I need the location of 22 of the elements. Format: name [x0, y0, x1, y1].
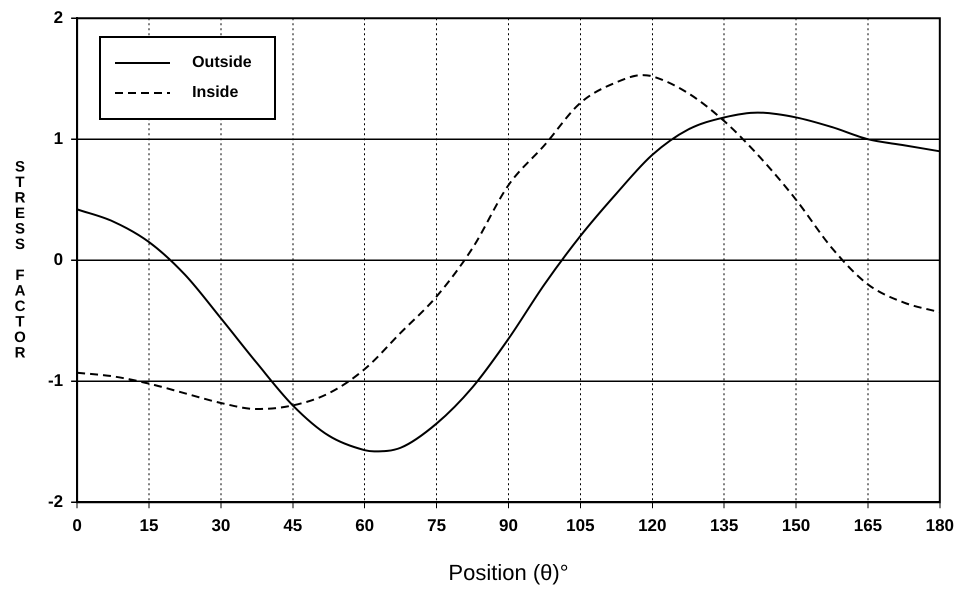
x-tick-label: 0: [72, 516, 82, 536]
x-tick-label: 105: [566, 516, 595, 536]
x-axis-title: Position (θ)°: [448, 560, 569, 585]
x-tick-label: 75: [427, 516, 446, 536]
legend-label: Inside: [192, 83, 238, 104]
x-tick-label: 180: [926, 516, 954, 536]
x-tick-label: 90: [499, 516, 518, 536]
x-tick-label: 60: [355, 516, 374, 536]
y-tick-label: 0: [54, 250, 64, 269]
y-tick-label: -2: [48, 492, 64, 511]
y-tick-label: -1: [48, 370, 64, 390]
x-tick-label: 30: [211, 516, 230, 536]
x-tick-label: 120: [638, 516, 666, 536]
legend-label: Outside: [192, 53, 252, 74]
x-tick-label: 165: [854, 516, 882, 536]
x-tick-label: 15: [140, 516, 158, 536]
y-tick-label: 1: [54, 128, 64, 148]
text: STRESS FACTOR: [14, 158, 26, 362]
y-tick-label: 2: [54, 8, 64, 27]
x-tick-label: 45: [283, 516, 302, 536]
x-tick-label: 135: [710, 516, 738, 536]
x-tick-label: 150: [782, 516, 810, 536]
